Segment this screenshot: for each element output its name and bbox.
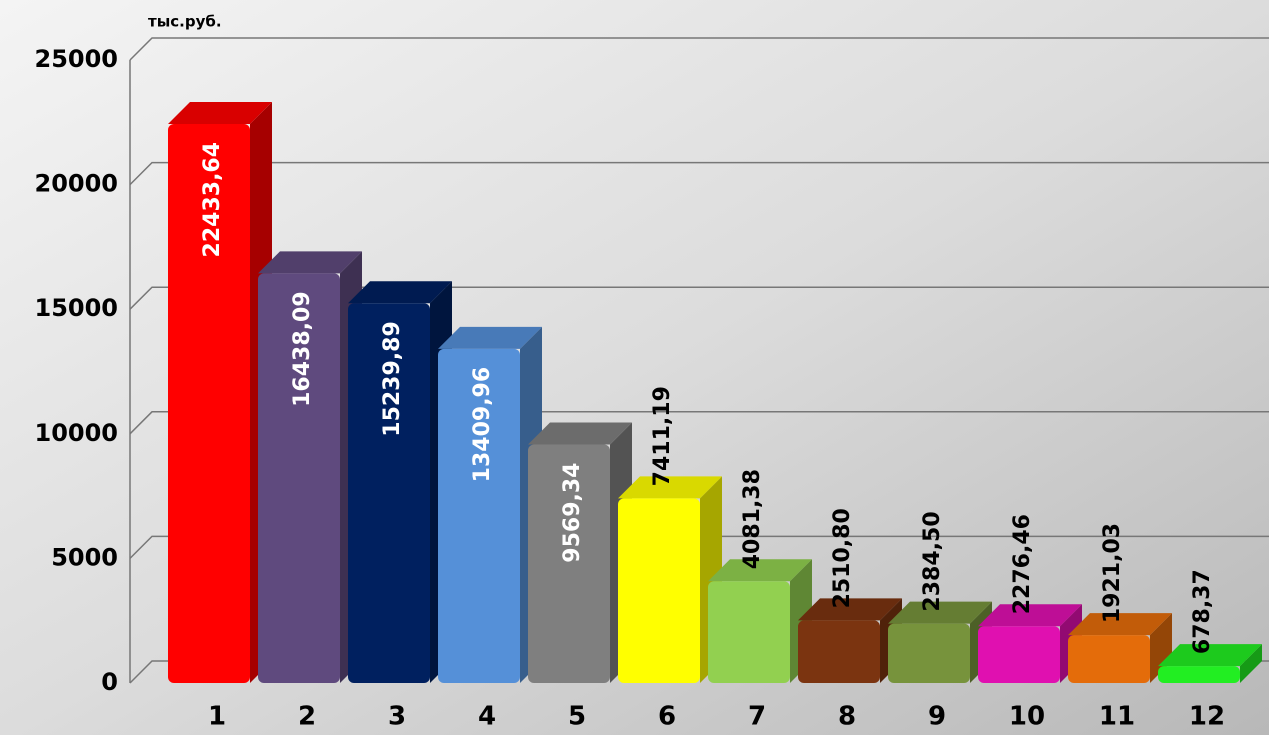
grid-line (129, 37, 1269, 61)
x-tick-label: 10 (1009, 702, 1045, 732)
x-tick-label: 9 (928, 702, 946, 732)
bar (708, 581, 790, 683)
bar-top (258, 251, 362, 274)
bar-top (1158, 644, 1262, 667)
y-tick-label: 20000 (35, 170, 119, 198)
grid-line (129, 535, 1269, 559)
bar-top (168, 101, 272, 124)
x-tick-label: 1 (208, 702, 226, 732)
y-tick-label: 25000 (35, 45, 119, 73)
value-label: 678,37 (1190, 569, 1215, 654)
bar (258, 273, 340, 683)
bar-top (888, 601, 992, 624)
x-tick-label: 11 (1099, 702, 1135, 732)
value-label: 9569,34 (560, 463, 585, 563)
x-tick-label: 4 (478, 702, 496, 732)
value-label: 2384,50 (920, 511, 945, 611)
grid-line (129, 411, 1269, 435)
value-label: 13409,96 (470, 367, 495, 483)
y-tick-label: 15000 (35, 294, 119, 322)
value-label: 2276,46 (1010, 514, 1035, 614)
x-tick-label: 7 (748, 702, 766, 732)
y-tick-label: 0 (101, 668, 118, 696)
x-tick-label: 3 (388, 702, 406, 732)
bar (618, 498, 700, 683)
x-tick-label: 5 (568, 702, 586, 732)
bar (798, 620, 880, 683)
bar (1068, 635, 1150, 683)
bar-top (528, 422, 632, 445)
bar-top (618, 476, 722, 499)
bar-top (978, 604, 1082, 627)
value-label: 15239,89 (380, 321, 405, 437)
bar-side (1240, 644, 1262, 683)
value-label: 2510,80 (830, 508, 855, 608)
x-tick-label: 12 (1189, 702, 1225, 732)
value-label: 7411,19 (650, 386, 675, 486)
bar (528, 444, 610, 683)
bar-top (1068, 613, 1172, 636)
bar (1158, 666, 1240, 683)
bar (438, 348, 520, 683)
bar (168, 123, 250, 684)
x-tick-label: 6 (658, 702, 676, 732)
grid-line (129, 286, 1269, 310)
bar (348, 303, 430, 683)
bar (888, 623, 970, 683)
bar-top (438, 326, 542, 349)
x-tick-label: 8 (838, 702, 856, 732)
value-label: 4081,38 (740, 469, 765, 569)
x-tick-label: 2 (298, 702, 316, 732)
bar-top (348, 281, 452, 304)
bar-top (798, 598, 902, 621)
value-label: 16438,09 (290, 291, 315, 407)
y-tick-label: 10000 (35, 419, 119, 447)
value-label: 1921,03 (1100, 523, 1125, 623)
bar-top (708, 559, 812, 582)
value-label: 22433,64 (200, 142, 225, 258)
y-axis-unit: тыс.руб. (148, 13, 222, 31)
y-tick-label: 5000 (51, 543, 118, 571)
grid-line (129, 161, 1269, 186)
bar (978, 626, 1060, 683)
